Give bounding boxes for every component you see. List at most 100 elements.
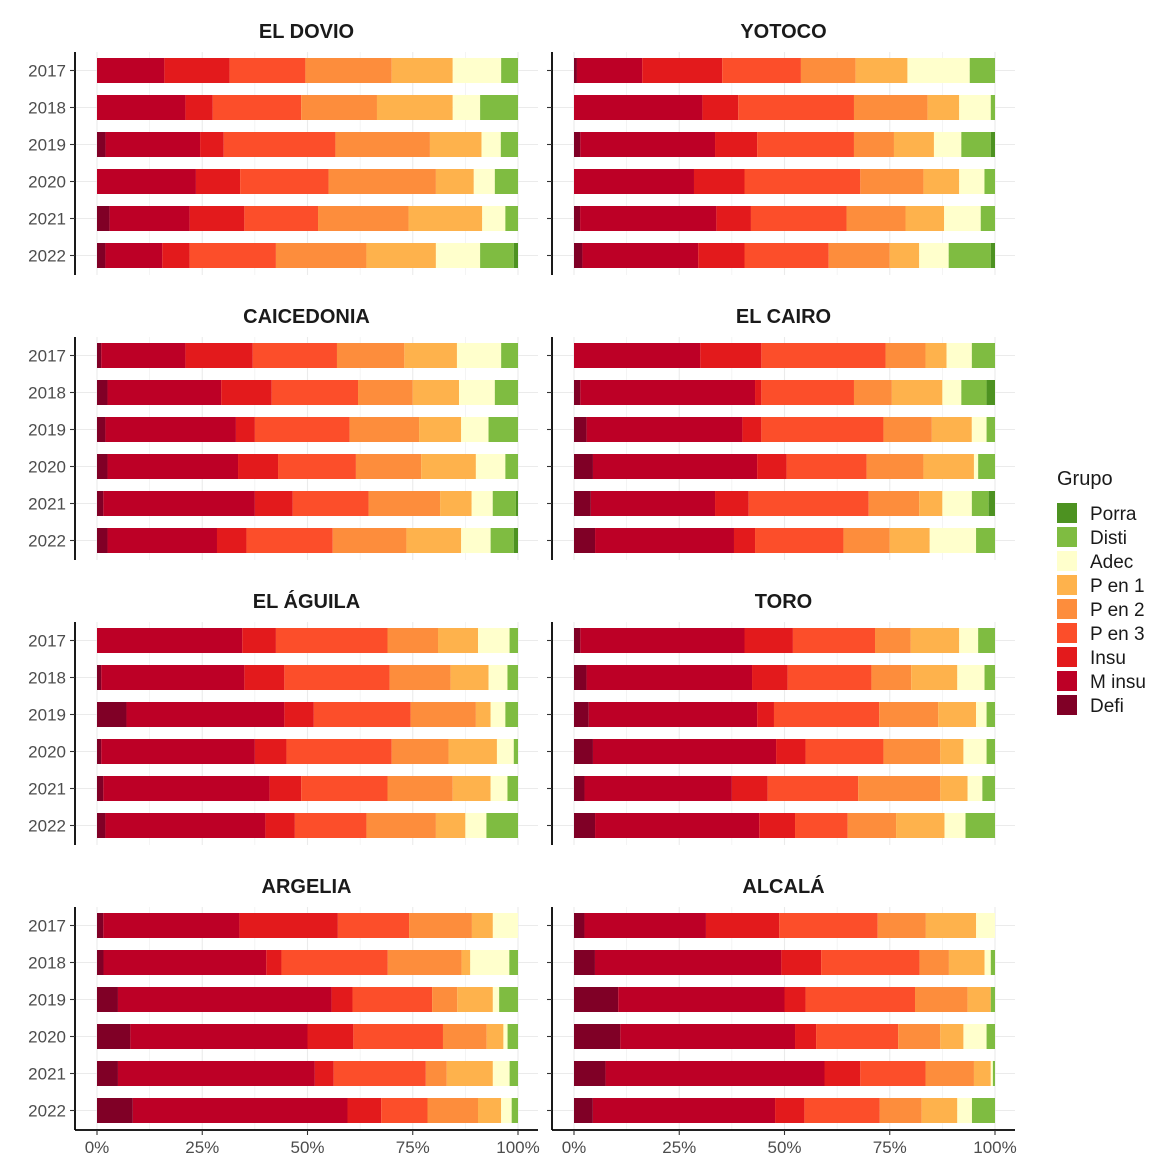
- bar-segment-defi: [574, 491, 591, 516]
- bar-segment-disti: [978, 454, 995, 479]
- bar-segment-p-en-1: [940, 739, 964, 764]
- bar-segment-adec: [976, 913, 995, 938]
- bar-segment-p-en-2: [868, 491, 920, 516]
- bar-segment-p-en-2: [846, 206, 906, 231]
- bar-segment-adec: [452, 95, 481, 120]
- bar-segment-disti: [490, 528, 514, 553]
- legend-swatch-porra: [1057, 503, 1077, 523]
- bar-segment-p-en-2: [875, 628, 911, 653]
- bar-segment-p-en-3: [294, 813, 367, 838]
- bar-segment-p-en-3: [281, 950, 388, 975]
- bar-segment-adec: [478, 628, 510, 653]
- bar-segment-p-en-2: [885, 343, 926, 368]
- bar-segment-p-en-3: [229, 58, 306, 83]
- bar-segment-p-en-1: [406, 528, 462, 553]
- bar-segment-disti: [501, 343, 518, 368]
- bar-segment-disti: [500, 132, 518, 157]
- bar-segment-disti: [505, 206, 518, 231]
- bar-segment-p-en-1: [376, 95, 453, 120]
- bar-segment-p-en-1: [889, 528, 930, 553]
- bar-segment-p-en-3: [275, 628, 388, 653]
- bar-segment-insu: [715, 491, 749, 516]
- bar-segment-defi: [97, 950, 104, 975]
- bar-segment-disti: [986, 739, 995, 764]
- bar-segment-p-en-1: [457, 987, 493, 1012]
- bar-segment-p-en-2: [301, 95, 377, 120]
- bar-segment-disti: [971, 343, 996, 368]
- bar-segment-p-en-1: [440, 491, 472, 516]
- bar-segment-m-insu: [584, 913, 706, 938]
- y-tick-label: 2022: [28, 1102, 66, 1121]
- bar-segment-disti: [976, 528, 996, 553]
- panel-title: ARGELIA: [262, 876, 352, 898]
- bar-segment-insu: [269, 776, 302, 801]
- bar-segment-porra: [990, 132, 995, 157]
- bar-segment-p-en-1: [366, 243, 436, 268]
- bar-segment-adec: [490, 702, 506, 727]
- y-tick-label: 2018: [28, 99, 66, 118]
- bar-segment-p-en-2: [858, 776, 941, 801]
- legend-label: P en 1: [1090, 576, 1145, 597]
- bar-segment-defi: [574, 739, 593, 764]
- y-tick-label: 2018: [28, 384, 66, 403]
- bar-segment-adec: [933, 132, 962, 157]
- bar-segment-p-en-3: [821, 950, 920, 975]
- bar-segment-p-en-1: [429, 132, 482, 157]
- bar-segment-disti: [971, 1098, 995, 1123]
- bar-segment-defi: [97, 380, 108, 405]
- bar-segment-defi: [97, 343, 102, 368]
- bar-segment-adec: [984, 950, 991, 975]
- bar-segment-p-en-3: [767, 776, 859, 801]
- legend-swatch-insu: [1057, 647, 1077, 667]
- bar-segment-defi: [97, 243, 106, 268]
- bar-segment-p-en-2: [368, 491, 441, 516]
- bar-segment-p-en-3: [761, 417, 884, 442]
- bar-segment-defi: [97, 913, 104, 938]
- legend-swatch-m-insu: [1057, 671, 1077, 691]
- bar-segment-insu: [242, 628, 276, 653]
- bar-segment-adec: [503, 1024, 508, 1049]
- bar-segment-disti: [982, 776, 995, 801]
- legend-label: P en 2: [1090, 600, 1145, 621]
- bar-segment-p-en-3: [795, 813, 848, 838]
- bar-segment-p-en-3: [860, 1061, 926, 1086]
- y-tick-label: 2017: [28, 62, 66, 81]
- bar-segment-adec: [942, 380, 962, 405]
- bar-segment-m-insu: [580, 628, 745, 653]
- bar-segment-m-insu: [618, 987, 785, 1012]
- y-tick-label: 2020: [28, 458, 66, 477]
- bar-segment-adec: [976, 702, 987, 727]
- bar-segment-defi: [574, 528, 596, 553]
- bar-segment-p-en-1: [889, 243, 920, 268]
- bar-segment-p-en-2: [318, 206, 409, 231]
- y-tick-label: 2021: [28, 1065, 66, 1084]
- bar-segment-p-en-2: [387, 950, 462, 975]
- legend-label: P en 3: [1090, 624, 1145, 645]
- bar-segment-disti: [986, 702, 995, 727]
- bar-segment-p-en-2: [427, 1098, 479, 1123]
- bar-segment-insu: [265, 813, 295, 838]
- bar-segment-p-en-2: [828, 243, 890, 268]
- bar-segment-p-en-3: [353, 1024, 443, 1049]
- bar-segment-p-en-1: [940, 776, 968, 801]
- bar-segment-adec: [452, 58, 502, 83]
- panel-el-cairo: EL CAIRO: [547, 306, 1015, 560]
- bar-segment-disti: [488, 417, 518, 442]
- bar-segment-p-en-3: [337, 913, 410, 938]
- panel-caicedonia: CAICEDONIA 2017 2018 2019 2020 2021 2022: [28, 306, 538, 560]
- y-tick-label: 2022: [28, 247, 66, 266]
- bar-segment-insu: [705, 913, 780, 938]
- bar-segment-p-en-1: [471, 913, 493, 938]
- bar-segment-p-en-2: [919, 950, 949, 975]
- bar-segment-p-en-2: [387, 628, 439, 653]
- bar-segment-p-en-3: [286, 739, 392, 764]
- bar-segment-m-insu: [594, 950, 782, 975]
- y-tick-label: 2020: [28, 173, 66, 192]
- bar-segment-p-en-2: [915, 987, 968, 1012]
- bar-segment-m-insu: [103, 776, 270, 801]
- y-tick-label: 2021: [28, 210, 66, 229]
- bar-segment-p-en-1: [910, 628, 960, 653]
- legend-label: Porra: [1090, 504, 1137, 525]
- bar-segment-p-en-3: [804, 1098, 880, 1123]
- bar-segment-defi: [97, 776, 104, 801]
